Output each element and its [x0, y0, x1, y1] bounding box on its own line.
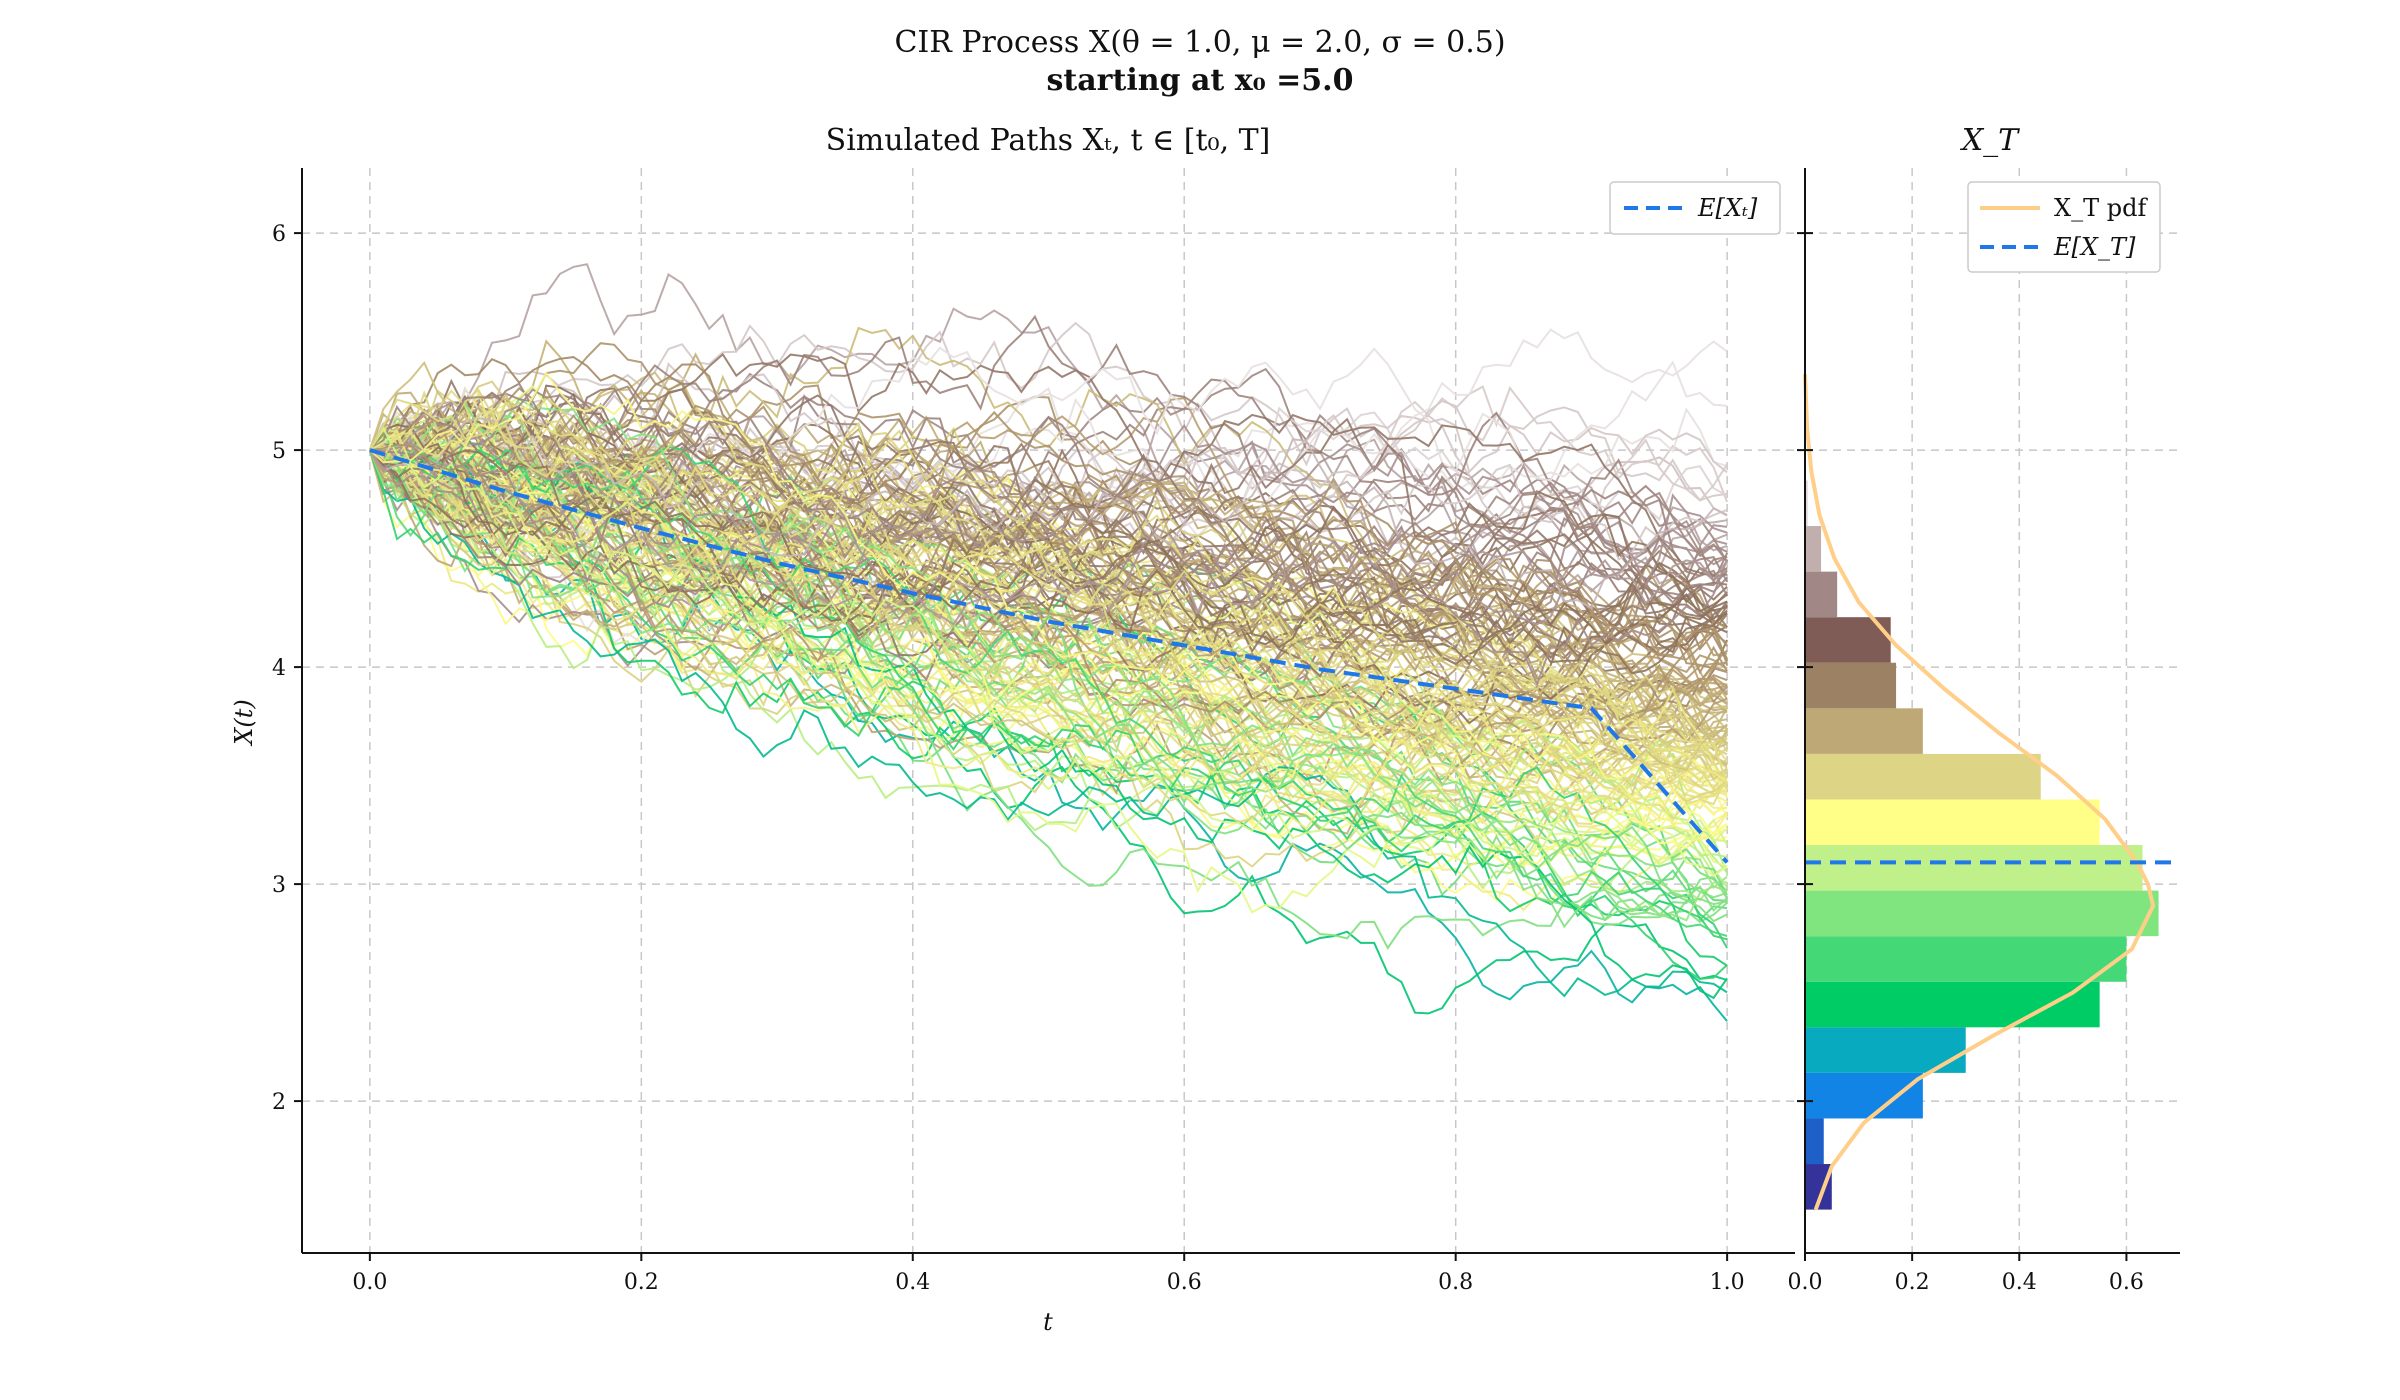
- distribution-legend-box: [1967, 181, 2161, 273]
- path-line: [369, 362, 1728, 561]
- path-line: [369, 385, 1728, 868]
- path-line: [369, 410, 1728, 826]
- histogram-bar: [1805, 981, 2100, 1028]
- paths-legend-box: [1609, 181, 1781, 235]
- path-line: [369, 426, 1728, 858]
- paths-legend: E[Xₜ]: [1609, 181, 1781, 235]
- y-tick-label: 4: [272, 656, 286, 681]
- path-line: [369, 434, 1728, 866]
- expectation-line: [369, 448, 1729, 864]
- paths-x-label: t: [1043, 1308, 1053, 1336]
- path-line: [368, 449, 1728, 998]
- y-tick-label: 3: [272, 873, 286, 898]
- histogram-bar: [1805, 845, 2143, 891]
- distribution-axes: 0.0 0.2 0.4 0.6: [1788, 168, 2180, 1295]
- histogram-bar: [1805, 799, 2100, 846]
- histogram-bar: [1805, 890, 2159, 937]
- path-line: [369, 449, 1728, 723]
- histogram-bar: [1805, 1072, 1923, 1119]
- path-line: [368, 449, 1728, 929]
- histogram-bar: [1805, 753, 2041, 800]
- paths-y-label: X(t): [230, 699, 258, 746]
- path-line: [369, 314, 1728, 605]
- path-line: [369, 437, 1728, 626]
- histogram-bar: [1805, 708, 1923, 754]
- path-line: [369, 416, 1728, 902]
- figure-subtitle: starting at x₀ =5.0: [1046, 63, 1353, 98]
- histogram-bar: [1805, 571, 1838, 618]
- path-line: [369, 416, 1728, 610]
- histogram-bar: [1805, 662, 1897, 709]
- paths-legend-label: E[Xₜ]: [1697, 194, 1758, 222]
- x-tick-label: 0.8: [1438, 1270, 1473, 1295]
- path-line: [369, 441, 1728, 967]
- x-tick-label: 0.6: [1167, 1270, 1202, 1295]
- path-line: [369, 401, 1728, 678]
- path-line: [369, 449, 1728, 666]
- path-line: [369, 449, 1728, 768]
- histogram-bars: [1805, 480, 2159, 1210]
- y-tick-label: 6: [272, 222, 286, 247]
- pdf-curve: [1803, 374, 2156, 1211]
- path-line: [369, 392, 1728, 619]
- simulated-paths: [368, 263, 1729, 1022]
- path-line: [369, 371, 1728, 817]
- figure-title: CIR Process X(θ = 1.0, μ = 2.0, σ = 0.5): [894, 25, 1505, 60]
- path-line: [369, 449, 1728, 923]
- x-tick-label: 0.2: [624, 1270, 659, 1295]
- path-line: [369, 433, 1728, 824]
- path-line: [368, 360, 1728, 771]
- path-line: [369, 405, 1728, 674]
- histogram-bar: [1805, 936, 2127, 982]
- distribution-panel: X_T 0.0 0.2 0.4 0.6 X_T pdf E[X_T]: [1788, 123, 2180, 1295]
- paths-panel: Simulated Paths Xₜ, t ∈ [t₀, T] 0.0 0.2 0.…: [230, 123, 1795, 1336]
- histogram-bar: [1805, 1118, 1824, 1165]
- path-line: [369, 394, 1728, 578]
- y-tick-label: 5: [272, 439, 286, 464]
- path-line: [369, 446, 1728, 618]
- path-line: [368, 449, 1728, 697]
- path-line: [369, 352, 1728, 634]
- path-line: [369, 390, 1728, 796]
- path-line: [369, 429, 1728, 830]
- histogram-bar: [1805, 526, 1822, 572]
- x-tick-label: 0.2: [1895, 1270, 1930, 1295]
- path-line: [369, 432, 1728, 937]
- path-line: [369, 449, 1728, 890]
- distribution-panel-title: X_T: [1960, 123, 2020, 158]
- path-line: [369, 449, 1728, 687]
- path-line: [369, 378, 1728, 615]
- distribution-legend: X_T pdf E[X_T]: [1967, 181, 2161, 273]
- path-line: [369, 397, 1728, 899]
- pdf-legend-label: X_T pdf: [2054, 194, 2148, 222]
- path-line: [369, 424, 1728, 654]
- histogram-bar: [1805, 480, 1808, 527]
- paths-panel-title: Simulated Paths Xₜ, t ∈ [t₀, T]: [826, 123, 1271, 158]
- x-tick-label: 0.0: [352, 1270, 387, 1295]
- mean-legend-label: E[X_T]: [2053, 233, 2136, 261]
- x-tick-label: 0.6: [2109, 1270, 2144, 1295]
- paths-axes: 0.0 0.2 0.4 0.6 0.8 1.0 2 3 4 5 6: [272, 168, 1795, 1295]
- path-line: [369, 428, 1728, 736]
- path-line: [369, 411, 1728, 682]
- path-line: [369, 449, 1728, 675]
- x-tick-label: 0.4: [895, 1270, 930, 1295]
- path-line: [369, 398, 1728, 770]
- x-tick-label: 1.0: [1710, 1270, 1745, 1295]
- x-tick-label: 0.4: [2002, 1270, 2037, 1295]
- path-line: [369, 415, 1728, 661]
- x-tick-label: 0.0: [1788, 1270, 1823, 1295]
- path-line: [369, 401, 1728, 626]
- path-line: [369, 449, 1729, 687]
- y-tick-label: 2: [272, 1090, 286, 1115]
- path-line: [369, 426, 1728, 737]
- path-line: [369, 384, 1728, 701]
